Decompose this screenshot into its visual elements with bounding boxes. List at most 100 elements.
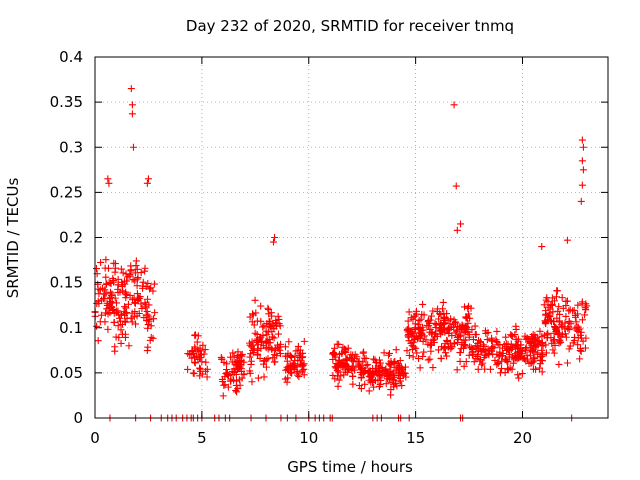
data-point xyxy=(570,306,578,314)
data-point xyxy=(106,279,114,287)
data-point xyxy=(295,354,303,362)
data-point xyxy=(418,330,426,338)
data-point xyxy=(549,346,557,354)
y-tick-label: 0.2 xyxy=(59,229,83,247)
data-point xyxy=(489,350,497,358)
data-point xyxy=(504,340,512,348)
data-point xyxy=(412,325,420,333)
data-point xyxy=(472,330,480,338)
data-point xyxy=(427,347,435,355)
data-point xyxy=(247,357,255,365)
data-point xyxy=(253,317,261,325)
data-point xyxy=(283,378,291,386)
data-point xyxy=(540,301,548,309)
data-point xyxy=(456,331,464,339)
data-point xyxy=(191,353,199,361)
data-point xyxy=(283,363,291,371)
data-point xyxy=(410,312,418,320)
data-point xyxy=(557,338,565,346)
data-point xyxy=(498,365,506,373)
data-point xyxy=(290,364,298,372)
data-point xyxy=(460,303,468,311)
data-point xyxy=(269,354,277,362)
data-point xyxy=(269,333,277,341)
x-tick-label: 15 xyxy=(406,429,425,447)
data-point xyxy=(569,339,577,347)
data-point xyxy=(222,366,230,374)
data-point xyxy=(108,291,116,299)
data-point xyxy=(355,382,363,390)
data-point xyxy=(509,344,517,352)
data-point xyxy=(550,297,558,305)
data-point xyxy=(462,313,470,321)
data-point xyxy=(150,315,158,323)
data-point xyxy=(565,326,573,334)
data-point xyxy=(201,346,209,354)
data-point xyxy=(398,364,406,372)
data-point xyxy=(579,143,587,151)
data-point xyxy=(111,260,119,268)
data-point xyxy=(131,269,139,277)
data-point xyxy=(123,314,131,322)
data-point xyxy=(230,376,238,384)
data-point xyxy=(566,342,574,350)
data-point xyxy=(453,327,461,335)
data-point xyxy=(579,166,587,174)
data-point xyxy=(447,345,455,353)
data-point xyxy=(480,354,488,362)
data-point xyxy=(114,322,122,330)
data-point xyxy=(191,359,199,367)
data-point xyxy=(143,307,151,315)
data-point xyxy=(402,373,410,381)
data-point xyxy=(405,308,413,316)
data-point xyxy=(264,304,272,312)
data-point xyxy=(351,366,359,374)
data-point xyxy=(146,336,154,344)
data-point xyxy=(203,373,211,381)
data-point xyxy=(268,345,276,353)
data-point xyxy=(538,346,546,354)
data-point xyxy=(220,381,228,389)
data-point xyxy=(467,344,475,352)
data-point xyxy=(337,372,345,380)
data-point xyxy=(271,234,279,241)
data-point xyxy=(439,298,447,306)
data-point xyxy=(425,322,433,330)
data-point xyxy=(248,378,256,386)
data-point xyxy=(357,374,365,382)
data-point xyxy=(454,322,462,330)
data-point xyxy=(494,341,502,349)
data-point xyxy=(229,349,237,357)
y-tick-label: 0.35 xyxy=(50,93,83,111)
data-point xyxy=(527,359,535,367)
data-point xyxy=(532,365,540,373)
data-point xyxy=(420,348,428,356)
data-point xyxy=(581,344,589,352)
data-point xyxy=(521,332,529,340)
data-point xyxy=(94,285,102,293)
data-point xyxy=(150,280,158,288)
data-point xyxy=(578,136,586,144)
data-point xyxy=(567,320,575,328)
data-point xyxy=(385,349,393,357)
data-point xyxy=(563,359,571,367)
data-point xyxy=(426,355,434,363)
data-point xyxy=(466,314,474,322)
data-point xyxy=(144,279,152,287)
data-point xyxy=(102,273,110,281)
data-point xyxy=(529,330,537,338)
data-point xyxy=(247,343,255,351)
data-point xyxy=(386,361,394,369)
data-point xyxy=(262,337,270,345)
data-point xyxy=(508,332,516,340)
data-point xyxy=(121,290,129,298)
data-point xyxy=(335,376,343,384)
data-point xyxy=(427,341,435,349)
data-point xyxy=(232,360,240,368)
data-point xyxy=(384,373,392,381)
data-point xyxy=(249,348,257,356)
data-point xyxy=(556,310,564,318)
axis-ticks: 0 0.05 0.1 0.15 0.2 0.25 0.3 0.35 0.4 0 5 10 15 20 xyxy=(50,48,608,447)
data-point xyxy=(542,296,550,304)
data-point xyxy=(219,378,227,386)
